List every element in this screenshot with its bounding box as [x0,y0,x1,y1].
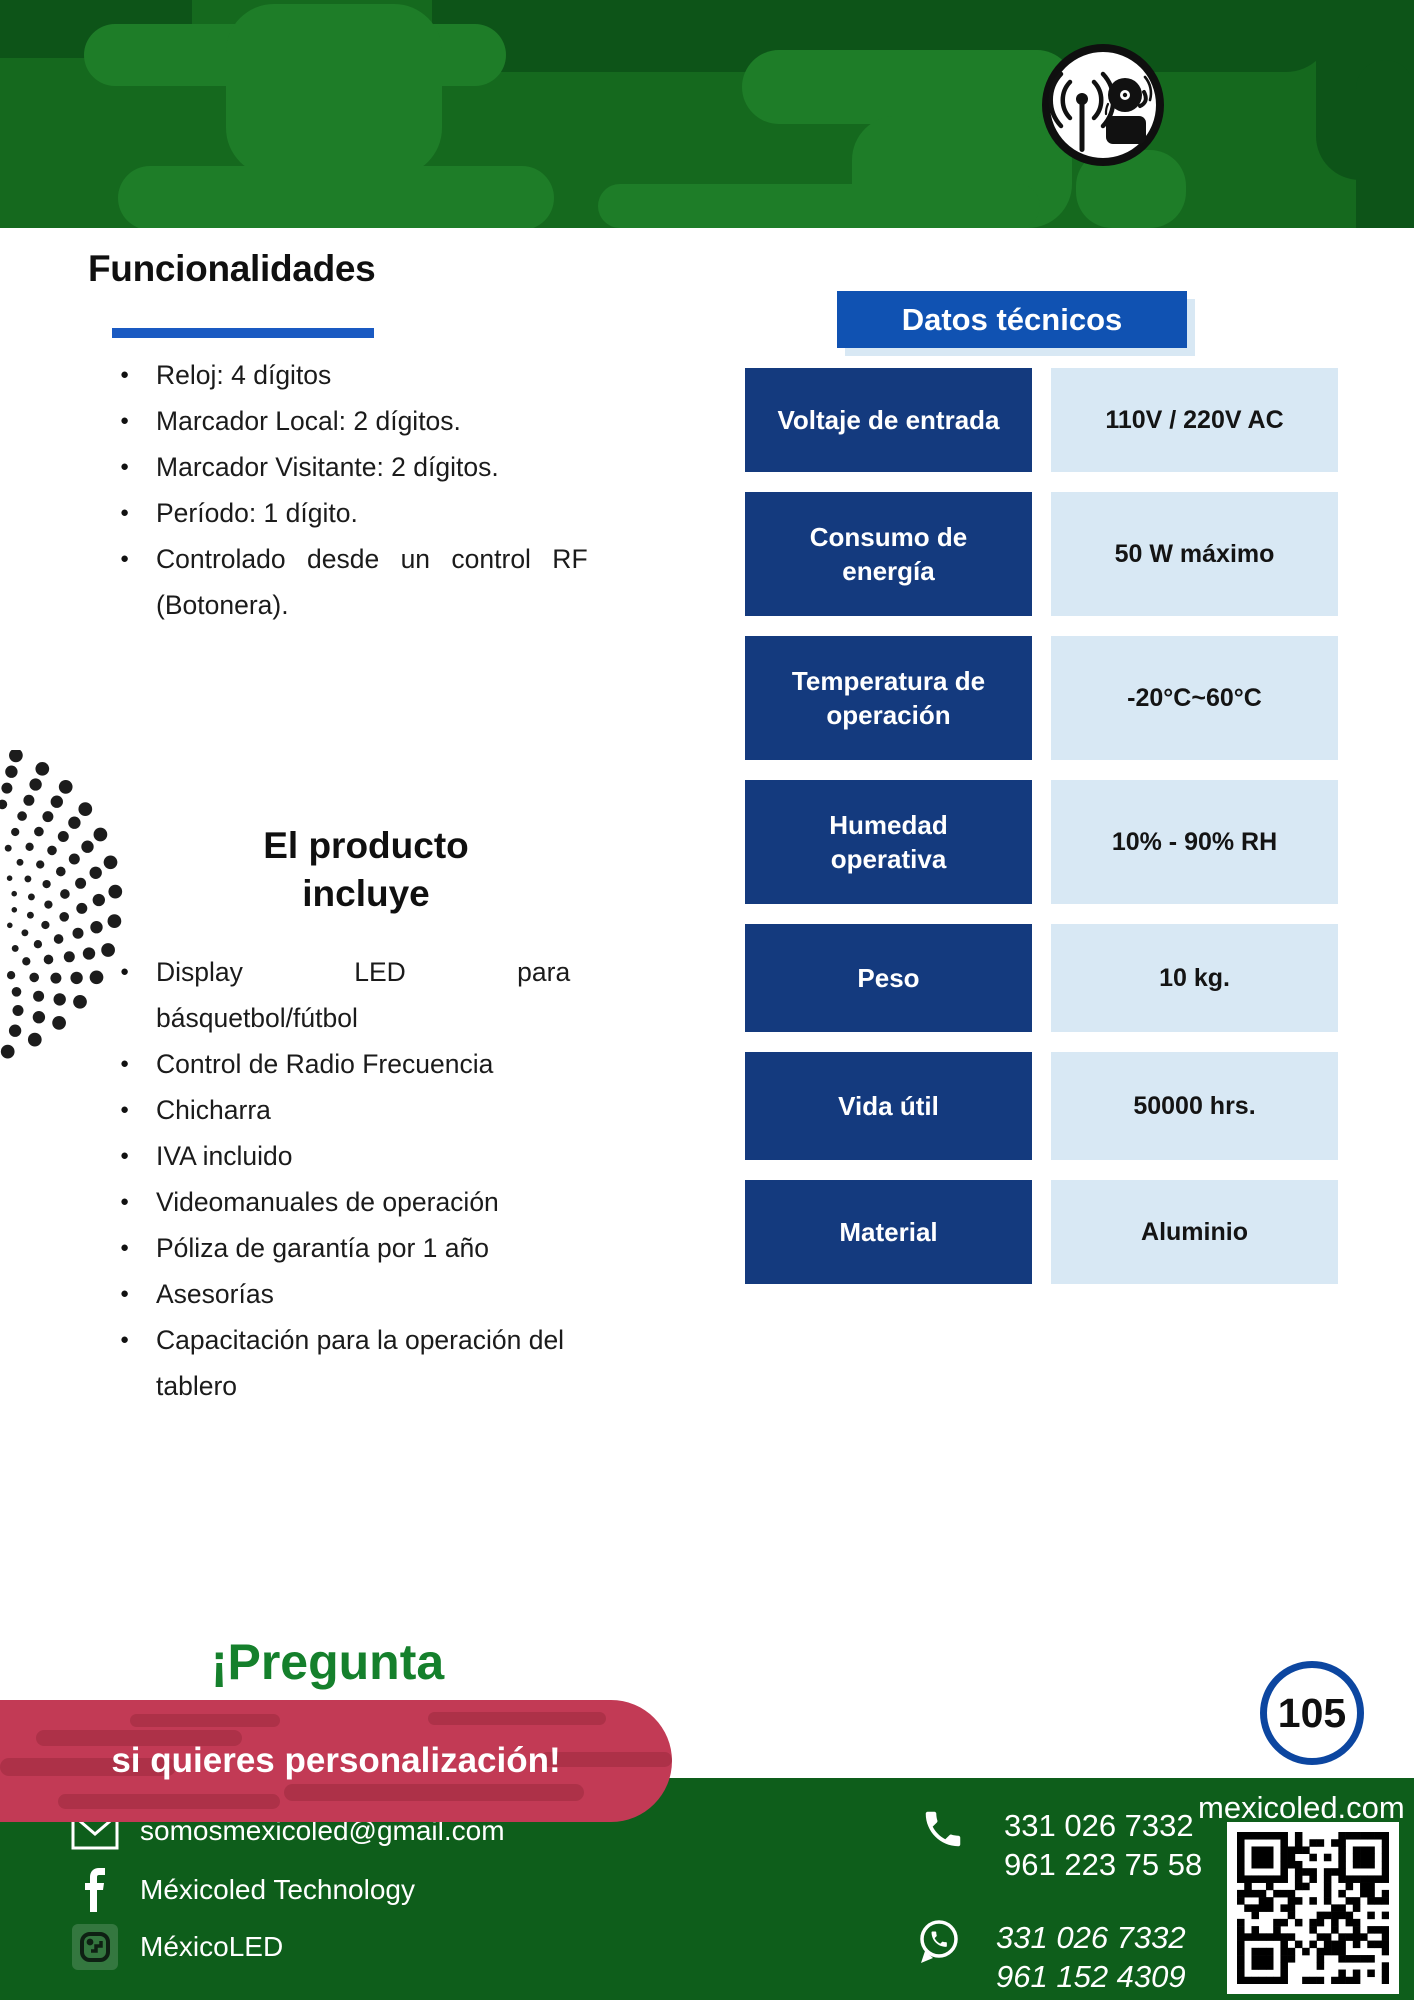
producto-incluye-list: Display LED parabásquetbol/fútbolControl… [112,949,604,1409]
list-item: Videomanuales de operación [112,1179,604,1225]
table-value-cell: 50 W máximo [1051,492,1338,616]
table-value-cell: -20°C~60°C [1051,636,1338,760]
list-item: Chicharra [112,1087,604,1133]
table-label-cell: Consumo de energía [745,492,1032,616]
table-label-cell: Temperatura de operación [745,636,1032,760]
table-value-cell: 110V / 220V AC [1051,368,1338,472]
table-row: Material Aluminio [745,1180,1338,1284]
list-item: Control de Radio Frecuencia [112,1041,604,1087]
table-value-cell: 10% - 90% RH [1051,780,1338,904]
decor-pill [58,1794,280,1809]
whatsapp-contact[interactable]: 331 026 7332 961 152 4309 [914,1918,1186,1996]
decor-shape [226,4,442,176]
decor-pill [284,1784,584,1801]
list-item: Póliza de garantía por 1 año [112,1225,604,1271]
title-line: El producto [263,825,469,866]
facebook-contact[interactable]: Méxicoled Technology [66,1868,415,1912]
antenna-bell-icon [1042,44,1164,166]
whatsapp-icon [914,1918,962,1971]
table-label-cell: Humedad operativa [745,780,1032,904]
table-row: Humedad operativa 10% - 90% RH [745,780,1338,904]
table-row: Consumo de energía 50 W máximo [745,492,1338,616]
tiktok-text: MéxicoLED [140,1931,284,1962]
decor-pill [0,1758,176,1776]
list-item: Asesorías [112,1271,604,1317]
table-row: Voltaje de entrada 110V / 220V AC [745,368,1338,472]
table-label-cell: Vida útil [745,1052,1032,1160]
facebook-text: Méxicoled Technology [140,1874,415,1905]
list-item: IVA incluido [112,1133,604,1179]
cta-headline: ¡Pregunta [210,1634,445,1690]
title-line: incluye [302,873,430,914]
decor-shape [742,50,1074,124]
list-item: Período: 1 dígito. [112,490,604,536]
funcionalidades-list: Reloj: 4 dígitosMarcador Local: 2 dígito… [112,352,604,628]
list-item: Capacitación para la operación deltabler… [112,1317,604,1409]
phone-contact[interactable]: 331 026 7332 961 223 75 58 [920,1806,1202,1884]
phone-number-line: 331 026 7332 [1004,1808,1194,1843]
table-label-cell: Material [745,1180,1032,1284]
table-value-cell: Aluminio [1051,1180,1338,1284]
section-title-producto-incluye: El producto incluye [196,822,536,918]
list-item: Marcador Visitante: 2 dígitos. [112,444,604,490]
table-label-cell: Peso [745,924,1032,1032]
website-link[interactable]: mexicoled.com [1198,1790,1405,1825]
decor-pill [540,1752,672,1767]
dotted-circle-decor [0,750,123,1059]
table-row: Temperatura de operación -20°C~60°C [745,636,1338,760]
tiktok-contact[interactable]: MéxicoLED [66,1924,283,1970]
cta-subline: si quieres personalización! [111,1741,561,1780]
page-number: 105 [1260,1661,1364,1765]
phone-number-line: 961 152 4309 [996,1959,1186,1994]
list-item: Marcador Local: 2 dígitos. [112,398,604,444]
phone-number-line: 961 223 75 58 [1004,1847,1203,1882]
table-row: Peso 10 kg. [745,924,1338,1032]
decor-pill [36,1730,242,1746]
section-title-funcionalidades: Funcionalidades [88,248,376,289]
qr-code [1227,1822,1399,1994]
phone-number-line: 331 026 7332 [996,1920,1186,1955]
brand-badge [1038,40,1168,170]
decor-pill [428,1712,606,1725]
whatsapp-numbers: 331 026 7332 961 152 4309 [996,1918,1186,1996]
table-row: Vida útil 50000 hrs. [745,1052,1338,1160]
list-item: Reloj: 4 dígitos [112,352,604,398]
table-value-cell: 50000 hrs. [1051,1052,1338,1160]
list-item: Controlado desde un control RF(Botonera)… [112,536,604,628]
title-underline [112,328,374,338]
tech-data-table: Voltaje de entrada 110V / 220V AC Consumo … [745,368,1338,1304]
decor-shape [598,184,1040,228]
table-value-cell: 10 kg. [1051,924,1338,1032]
phone-numbers: 331 026 7332 961 223 75 58 [1004,1806,1202,1884]
decor-pill [130,1714,280,1727]
header-band [0,0,1414,228]
tiktok-icon [66,1924,124,1970]
decor-shape [1356,60,1414,228]
table-label-cell: Voltaje de entrada [745,368,1032,472]
facebook-icon [66,1868,124,1912]
section-title-datos-tecnicos: Datos técnicos [837,291,1187,348]
decor-shape [118,166,554,228]
phone-icon [920,1806,966,1857]
cta-banner: si quieres personalización! [0,1700,672,1822]
